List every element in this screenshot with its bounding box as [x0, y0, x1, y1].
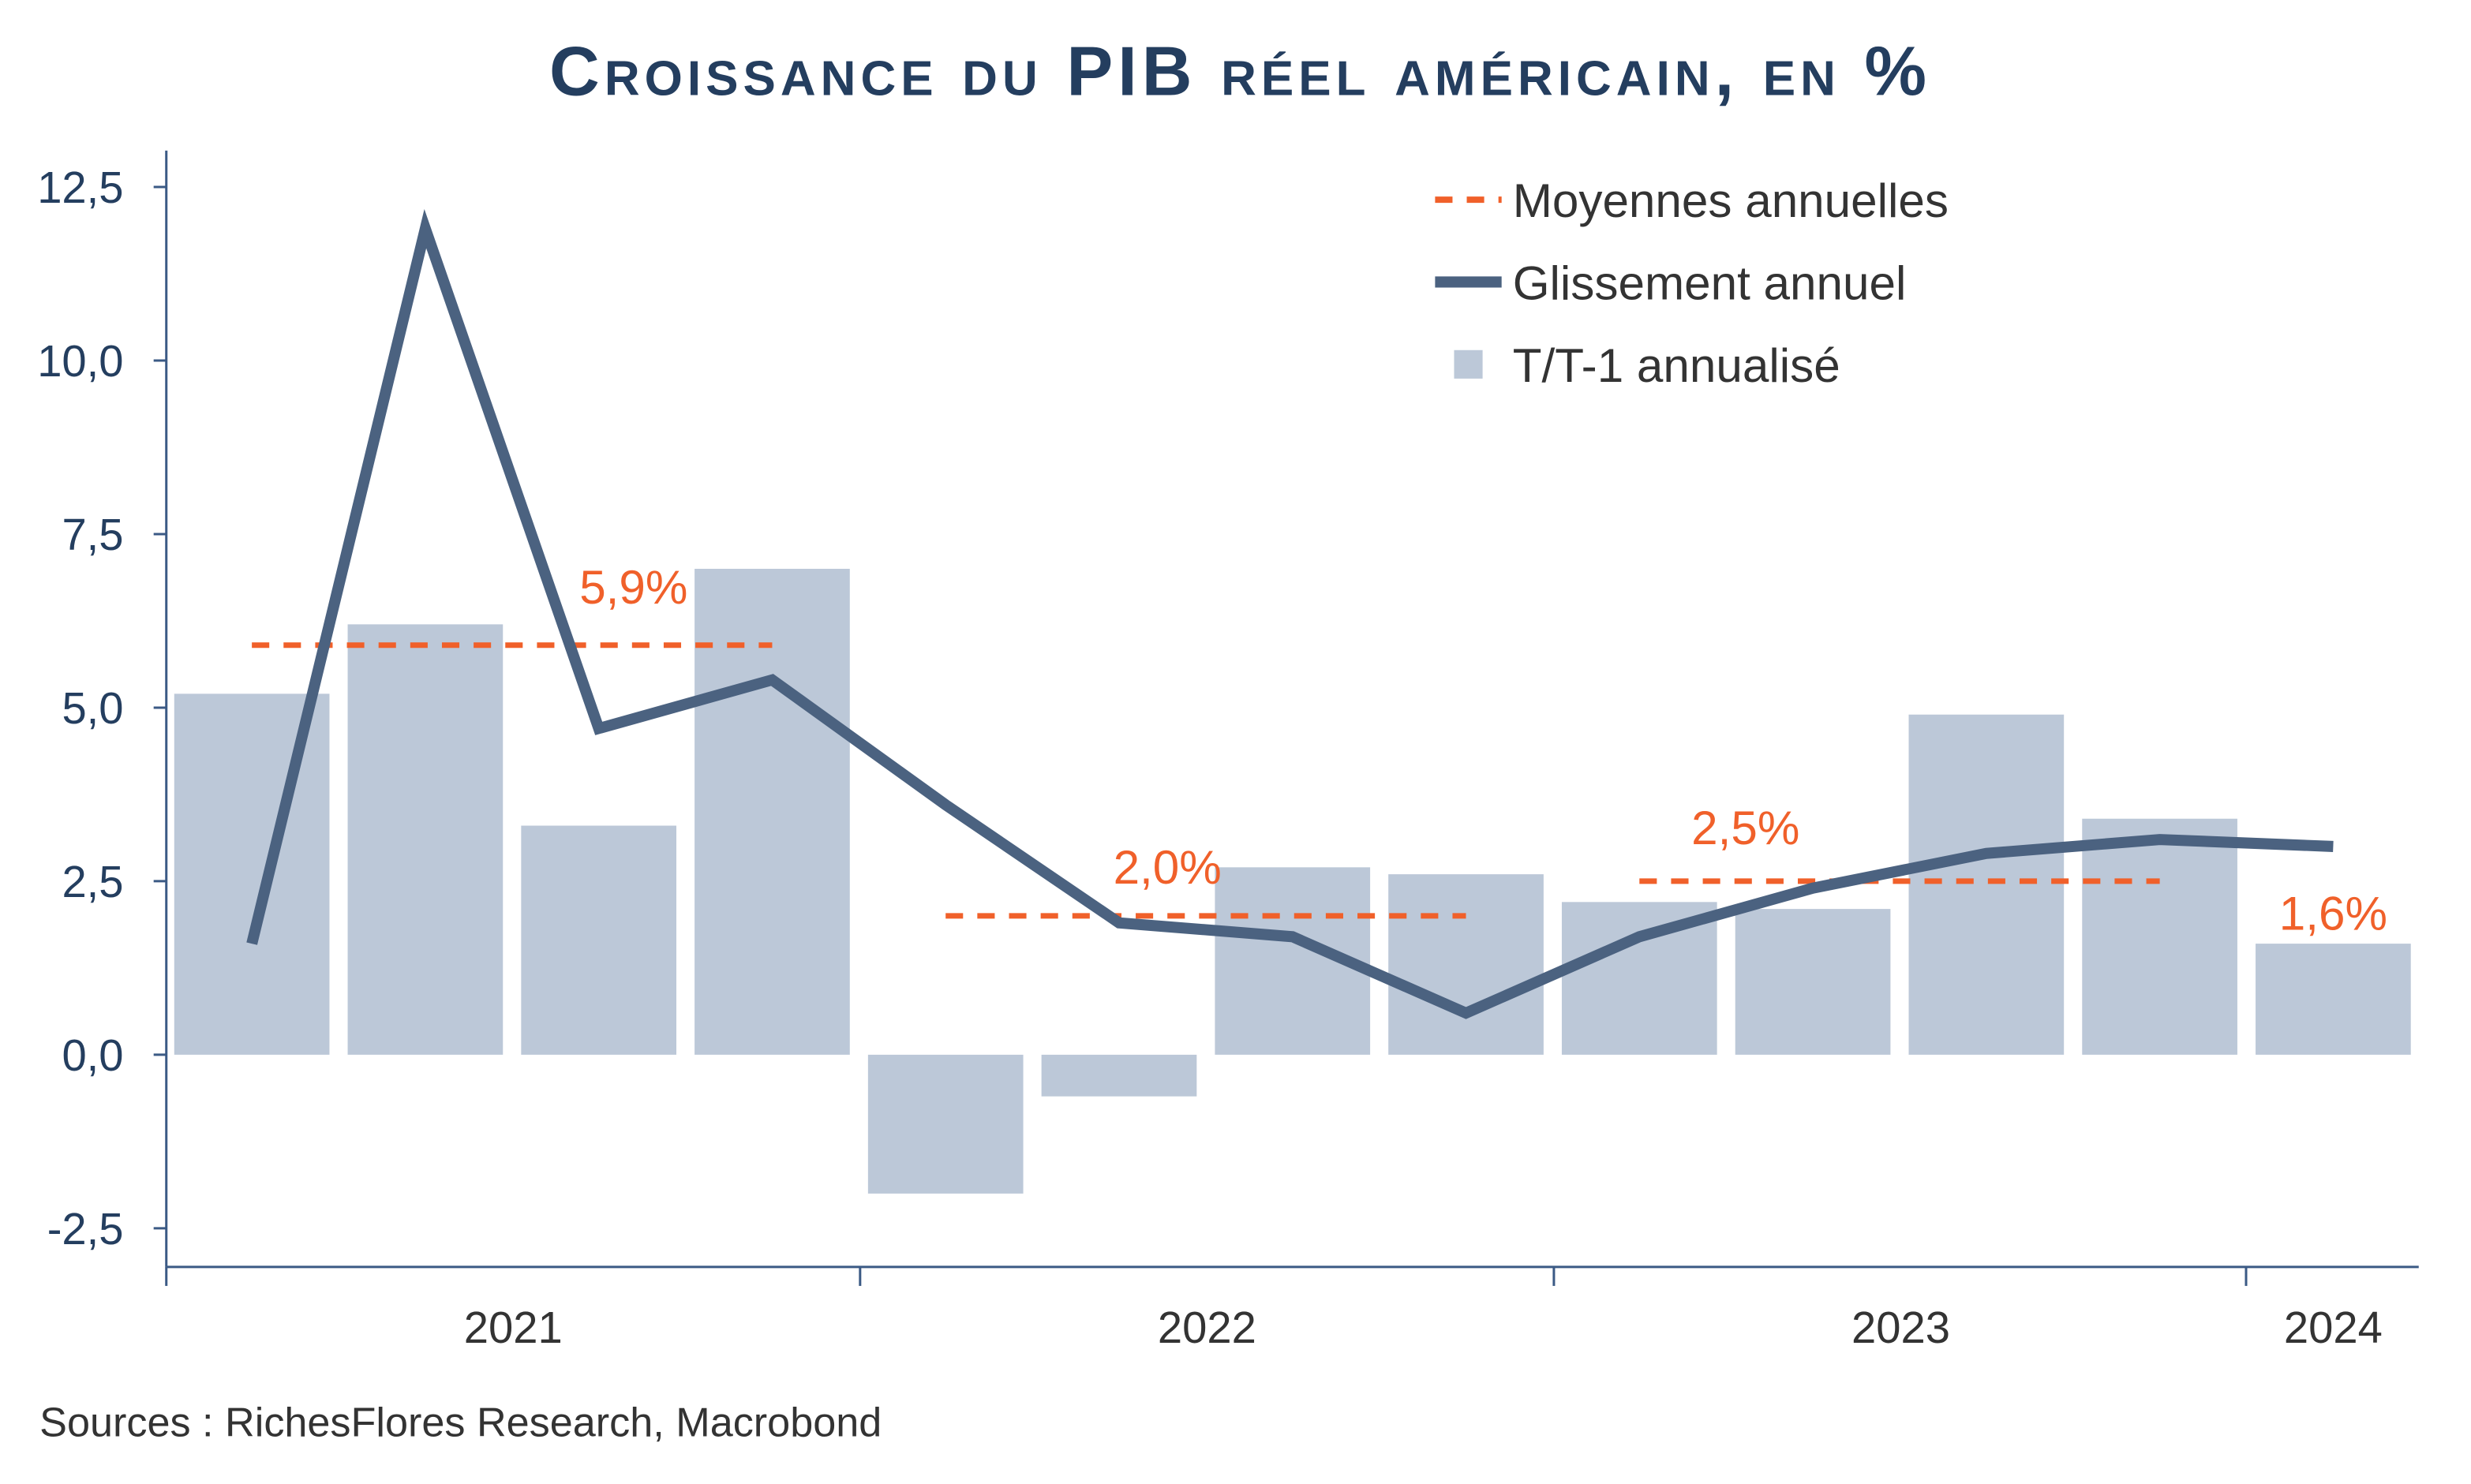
- y-tick-label: 12,5: [37, 163, 123, 212]
- chart-title: Croissance du PIB réel américain, en %: [549, 32, 1931, 110]
- bar-2022-T4: [1388, 874, 1544, 1055]
- legend-label-yoy: Glissement annuel: [1513, 256, 1907, 310]
- bar-2022-T1: [867, 1054, 1024, 1194]
- bar-2021-T4: [695, 568, 850, 1055]
- x-year-label-2023: 2023: [1851, 1303, 1950, 1352]
- y-tick-label: 2,5: [62, 857, 123, 906]
- source-note: Sources : RichesFlores Research, Macrobo…: [39, 1400, 882, 1446]
- y-tick-label: 5,0: [62, 683, 123, 733]
- bar-2022-T2: [1041, 1054, 1197, 1097]
- bar-2023-T2: [1735, 909, 1891, 1055]
- bar-2021-T3: [521, 825, 677, 1055]
- legend-swatch-qoq: [1454, 350, 1483, 379]
- y-tick-label: 0,0: [62, 1030, 123, 1080]
- average-label-2023: 2,5%: [1691, 801, 1799, 854]
- y-tick-label: 10,0: [37, 336, 123, 386]
- bar-2021-T2: [347, 624, 504, 1055]
- bar-2023-T3: [1908, 714, 2065, 1055]
- y-tick-label: 7,5: [62, 510, 123, 559]
- average-label-2021: 5,9%: [579, 560, 687, 614]
- x-year-label-2024: 2024: [2284, 1303, 2383, 1352]
- bar-2024-T1: [2256, 944, 2411, 1055]
- x-year-label-2022: 2022: [1158, 1303, 1256, 1352]
- x-year-label-2021: 2021: [464, 1303, 563, 1352]
- legend-label-averages: Moyennes annuelles: [1513, 174, 1949, 227]
- y-tick-label: -2,5: [47, 1204, 124, 1254]
- average-label-2022: 2,0%: [1114, 840, 1222, 894]
- legend-label-qoq: T/T-1 annualisé: [1513, 338, 1840, 392]
- average-label-2024: 1,6%: [2279, 886, 2387, 940]
- bar-2023-T4: [2082, 818, 2237, 1055]
- bar-2021-T1: [174, 693, 330, 1055]
- legend: Moyennes annuelles Glissement annuel T/T…: [1435, 174, 1949, 392]
